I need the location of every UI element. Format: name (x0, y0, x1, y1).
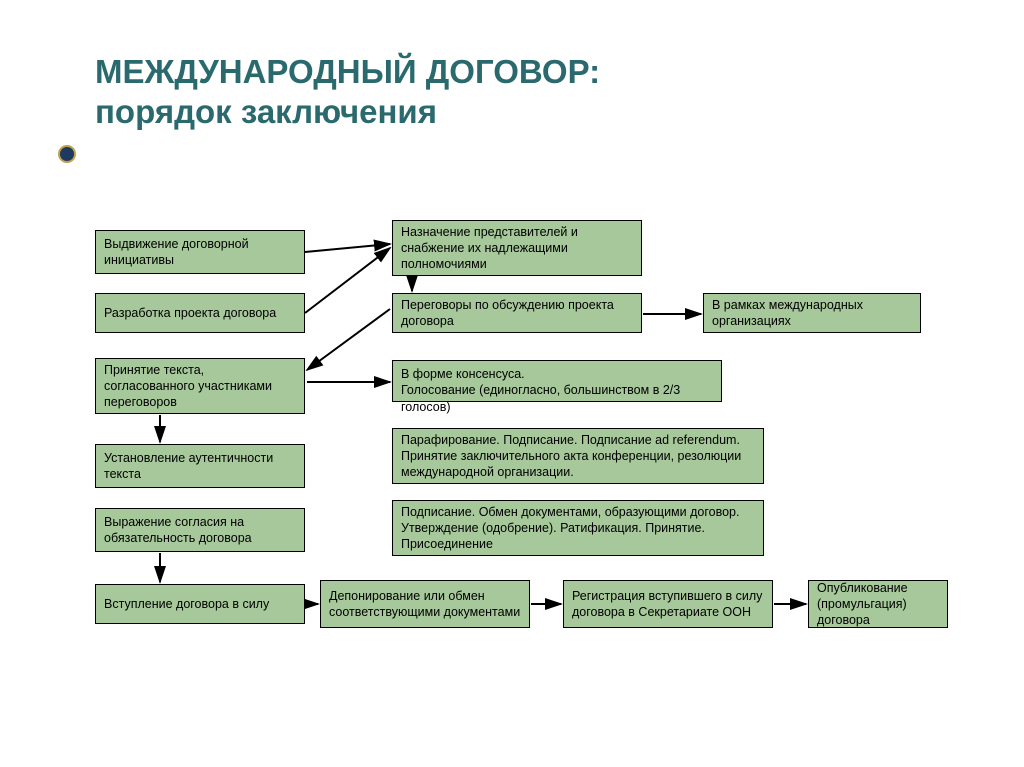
flowchart-box-b9: В форме консенсуса.Голосование (единогла… (392, 360, 722, 402)
flowchart-box-b7: Назначение представителей и снабжение их… (392, 220, 642, 276)
flowchart-box-b1: Выдвижение договорной инициативы (95, 230, 305, 274)
flowchart-box-b10: Парафирование. Подписание. Подписание ad… (392, 428, 764, 484)
flowchart-box-b15: Опубликование (промульгация) договора (808, 580, 948, 628)
flowchart-box-b8: Переговоры по обсуждению проекта договор… (392, 293, 642, 333)
flowchart-box-b2: Разработка проекта договора (95, 293, 305, 333)
title-line-1: МЕЖДУНАРОДНЫЙ ДОГОВОР: (95, 52, 600, 92)
flowchart-box-b3: Принятие текста, согласованного участник… (95, 358, 305, 414)
slide-title: МЕЖДУНАРОДНЫЙ ДОГОВОР: порядок заключени… (95, 52, 600, 131)
flowchart-box-b6: Вступление договора в силу (95, 584, 305, 624)
title-line-2: порядок заключения (95, 92, 600, 132)
flowchart-box-b4: Установление аутентичности текста (95, 444, 305, 488)
arrow-1 (305, 248, 390, 313)
arrow-3 (307, 309, 390, 370)
flowchart-box-b13: Депонирование или обмен соответствующими… (320, 580, 530, 628)
flowchart-box-b12: В рамках международных организациях (703, 293, 921, 333)
flowchart-box-b11: Подписание. Обмен документами, образующи… (392, 500, 764, 556)
flowchart-box-b5: Выражение согласия на обязательность дог… (95, 508, 305, 552)
title-bullet (58, 145, 76, 163)
arrow-0 (305, 244, 390, 252)
flowchart-box-b14: Регистрация вступившего в силу договора … (563, 580, 773, 628)
